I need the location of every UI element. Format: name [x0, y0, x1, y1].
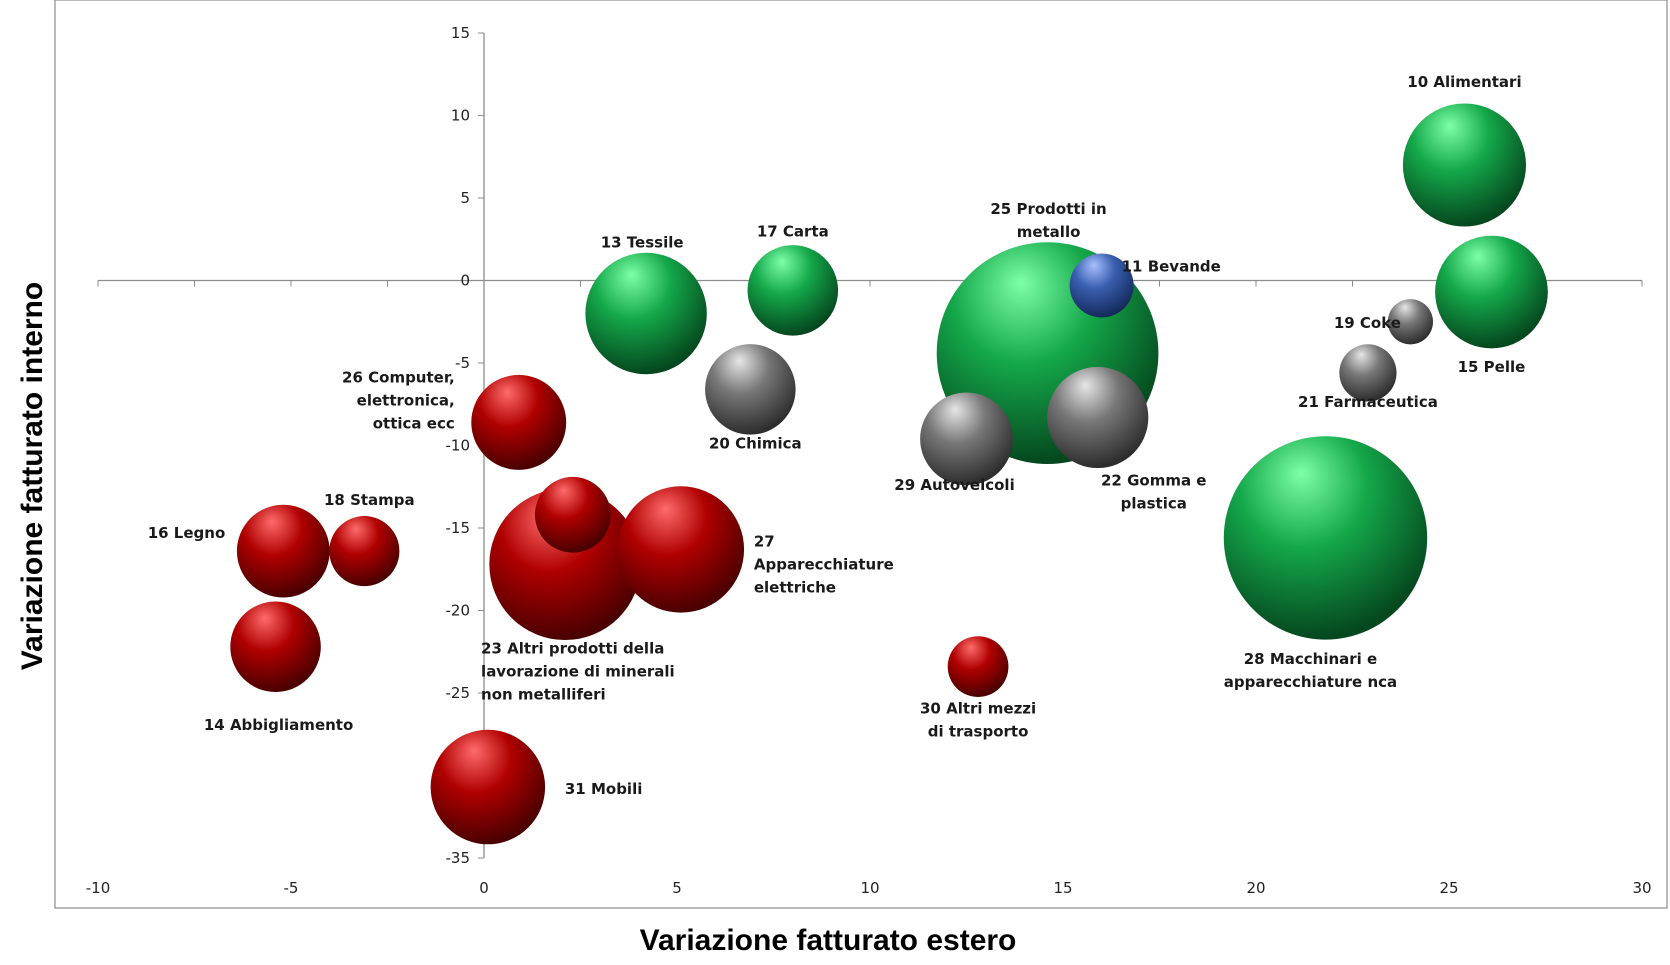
- bubble: [1402, 103, 1526, 227]
- x-tick-label: 20: [1246, 879, 1265, 897]
- bubble-label: 20 Chimica: [709, 434, 802, 452]
- bubble-label: 28 Macchinari e apparecchiature nca: [1224, 650, 1397, 691]
- bubble-label: 13 Tessile: [601, 234, 684, 252]
- x-tick-label: -5: [284, 879, 299, 897]
- y-tick-label: 10: [451, 107, 470, 125]
- y-tick-label: -25: [446, 684, 471, 702]
- bubble: [329, 516, 400, 587]
- y-tick-label: 0: [460, 272, 470, 290]
- bubble: [1339, 344, 1397, 402]
- x-tick-label: 5: [672, 879, 682, 897]
- x-tick-label: 15: [1053, 879, 1072, 897]
- x-tick-label: 30: [1632, 879, 1651, 897]
- bubble: [947, 636, 1009, 697]
- bubble: [705, 344, 796, 435]
- y-axis-title: Variazione fatturato interno: [16, 282, 49, 670]
- x-tick-label: 0: [479, 879, 489, 897]
- bubble-label: 11 Bevande: [1122, 257, 1221, 275]
- bubble: [617, 486, 745, 613]
- bubbles: [230, 103, 1548, 845]
- bubble-label: 15 Pelle: [1458, 358, 1526, 376]
- bubble-label: 14 Abbigliamento: [204, 716, 353, 734]
- y-tick-label: 5: [460, 189, 470, 207]
- plot-frame: [54, 0, 1668, 909]
- bubble-label: 19 Coke: [1334, 314, 1401, 332]
- y-tick-label: -15: [446, 519, 471, 537]
- bubble: [747, 245, 839, 336]
- x-tick-label: 10: [860, 879, 879, 897]
- x-tick-label: 25: [1439, 879, 1458, 897]
- y-tick-label: -5: [455, 354, 470, 372]
- bubble-label: 21 Farmaceutica: [1298, 393, 1438, 411]
- bubble: [1069, 253, 1134, 318]
- bubble: [471, 374, 567, 470]
- y-tick-label: -35: [446, 849, 471, 867]
- bubble: [1047, 366, 1149, 469]
- bubble-label: 26 Computer, elettronica, ottica ecc: [342, 368, 455, 432]
- bubble-label: 30 Altri mezzi di trasporto: [920, 700, 1036, 741]
- bubble-label: 25 Prodotti in metallo: [990, 200, 1106, 241]
- bubble-label: 10 Alimentari: [1407, 73, 1521, 91]
- bubble-labels: 11 Bevande 10 Alimentari 15 Pelle 19 Coke 21…: [148, 73, 1526, 798]
- y-tick-label: -20: [446, 602, 471, 620]
- x-tick-label: -10: [86, 879, 111, 897]
- bubble: [585, 252, 707, 375]
- bubble-label: 29 Autoveicoli: [894, 476, 1014, 494]
- y-tick-label: -10: [446, 437, 471, 455]
- x-axis-title: Variazione fatturato estero: [640, 924, 1017, 957]
- bubble: [430, 729, 546, 845]
- bubble-label: 23 Altri prodotti della lavorazione di mi…: [481, 639, 675, 703]
- bubble-label: 27 Apparecchiature elettriche: [754, 532, 894, 596]
- bubble-label: 18 Stampa: [324, 491, 415, 509]
- bubble-label: 31 Mobili: [565, 780, 643, 798]
- bubble: [230, 601, 321, 693]
- bubble-label: 17 Carta: [757, 222, 829, 240]
- bubble: [920, 392, 1013, 486]
- bubble: [236, 504, 330, 598]
- bubble: [1387, 299, 1434, 345]
- bubble: [1435, 235, 1548, 349]
- y-tick-label: 15: [451, 24, 470, 42]
- bubble-label: 22 Gomma e plastica: [1101, 471, 1207, 512]
- bubble: [1223, 436, 1428, 640]
- bubble-label: 16 Legno: [148, 524, 226, 542]
- bubble: [534, 476, 611, 553]
